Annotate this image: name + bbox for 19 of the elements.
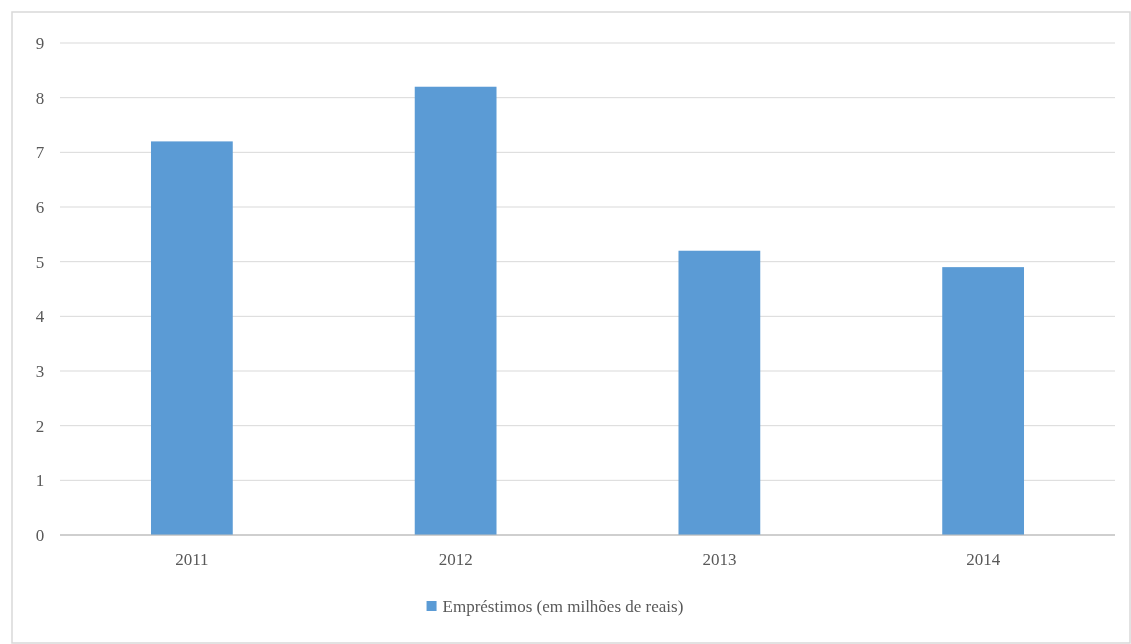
y-tick-label: 0	[35, 525, 45, 545]
x-tick-label: 2014	[966, 550, 1001, 569]
x-tick-label: 2013	[702, 550, 737, 569]
y-tick-label: 9	[35, 33, 45, 53]
bar	[678, 250, 761, 535]
y-tick-label: 6	[35, 197, 45, 217]
legend-label: Empréstimos (em milhões de reais)	[442, 597, 684, 616]
y-tick-label: 3	[35, 361, 45, 381]
y-tick-label: 8	[35, 88, 45, 108]
x-tick-label: 2012	[438, 550, 473, 569]
x-tick-label: 2011	[175, 550, 209, 569]
y-tick-label: 4	[35, 307, 45, 327]
y-tick-label: 2	[35, 416, 45, 436]
bar	[414, 86, 497, 535]
bar	[150, 141, 233, 535]
y-tick-label: 1	[35, 471, 45, 491]
y-tick-label: 5	[35, 252, 45, 272]
bar	[942, 267, 1025, 535]
y-tick-label: 7	[35, 143, 45, 163]
